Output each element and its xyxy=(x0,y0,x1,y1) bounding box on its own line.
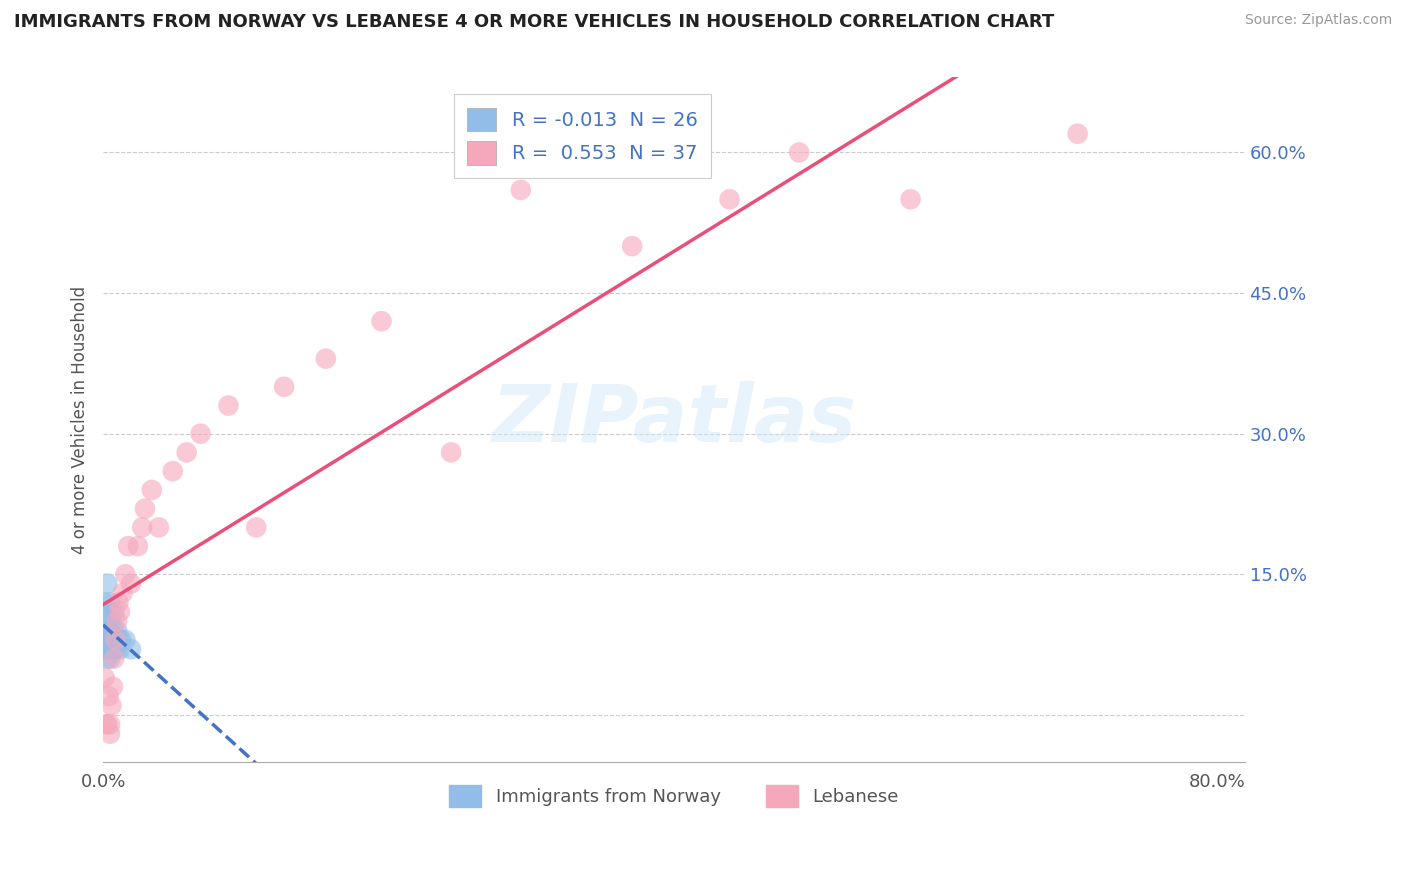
Legend: Immigrants from Norway, Lebanese: Immigrants from Norway, Lebanese xyxy=(441,778,907,814)
Point xyxy=(131,520,153,534)
Point xyxy=(101,642,124,657)
Point xyxy=(98,726,121,740)
Point xyxy=(787,145,810,160)
Point xyxy=(93,632,115,647)
Point xyxy=(103,651,125,665)
Point xyxy=(98,595,121,609)
Point xyxy=(141,483,163,497)
Point xyxy=(120,642,142,657)
Point xyxy=(94,642,117,657)
Point xyxy=(900,192,922,206)
Point xyxy=(110,632,132,647)
Y-axis label: 4 or more Vehicles in Household: 4 or more Vehicles in Household xyxy=(72,285,89,554)
Point xyxy=(96,651,118,665)
Point xyxy=(104,642,127,657)
Point xyxy=(117,539,139,553)
Point xyxy=(103,632,125,647)
Point xyxy=(108,642,131,657)
Point xyxy=(245,520,267,534)
Point xyxy=(97,689,120,703)
Point xyxy=(93,670,115,684)
Point xyxy=(111,586,134,600)
Text: Source: ZipAtlas.com: Source: ZipAtlas.com xyxy=(1244,13,1392,28)
Point xyxy=(100,698,122,713)
Point xyxy=(100,614,122,628)
Point xyxy=(98,717,121,731)
Point xyxy=(134,501,156,516)
Point xyxy=(107,632,129,647)
Point xyxy=(509,183,531,197)
Point xyxy=(621,239,644,253)
Point xyxy=(217,399,239,413)
Point xyxy=(120,576,142,591)
Text: ZIPatlas: ZIPatlas xyxy=(491,381,856,458)
Point xyxy=(97,642,120,657)
Point xyxy=(98,651,121,665)
Point xyxy=(105,624,128,638)
Point xyxy=(93,595,115,609)
Point xyxy=(98,624,121,638)
Point xyxy=(104,632,127,647)
Point xyxy=(97,632,120,647)
Point xyxy=(101,624,124,638)
Point xyxy=(127,539,149,553)
Point xyxy=(108,605,131,619)
Point xyxy=(273,380,295,394)
Point xyxy=(97,614,120,628)
Point xyxy=(440,445,463,459)
Point xyxy=(176,445,198,459)
Point xyxy=(114,567,136,582)
Point xyxy=(148,520,170,534)
Point xyxy=(162,464,184,478)
Point xyxy=(1066,127,1088,141)
Point xyxy=(101,680,124,694)
Point xyxy=(718,192,741,206)
Text: IMMIGRANTS FROM NORWAY VS LEBANESE 4 OR MORE VEHICLES IN HOUSEHOLD CORRELATION C: IMMIGRANTS FROM NORWAY VS LEBANESE 4 OR … xyxy=(14,13,1054,31)
Point xyxy=(105,614,128,628)
Point xyxy=(100,632,122,647)
Point xyxy=(190,426,212,441)
Point xyxy=(114,632,136,647)
Point xyxy=(96,717,118,731)
Point xyxy=(96,576,118,591)
Point xyxy=(107,595,129,609)
Point xyxy=(370,314,392,328)
Point xyxy=(94,605,117,619)
Point xyxy=(96,624,118,638)
Point xyxy=(315,351,337,366)
Point xyxy=(94,717,117,731)
Point xyxy=(103,605,125,619)
